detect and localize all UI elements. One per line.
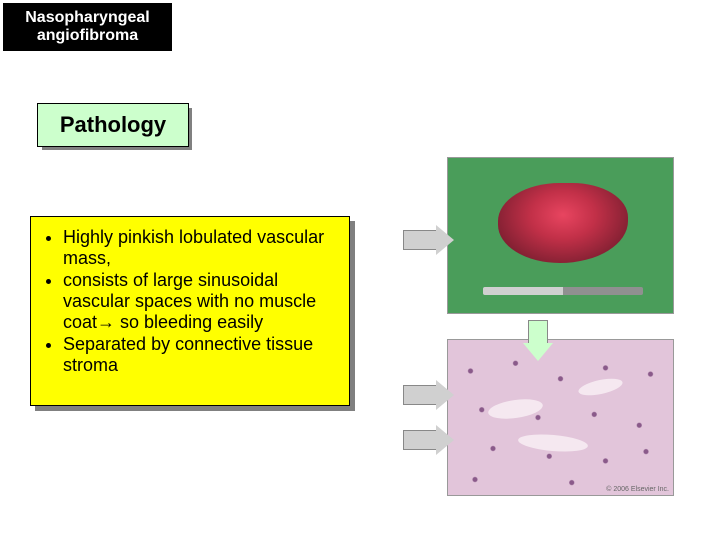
bullets-list: Highly pinkish lobulated vascular mass, … [43, 227, 337, 376]
slide-title: Nasopharyngeal angiofibroma [4, 9, 171, 46]
pointer-arrow [523, 320, 553, 361]
pointer-arrow [403, 425, 454, 455]
bullets-box: Highly pinkish lobulated vascular mass, … [30, 216, 350, 406]
gross-specimen-photo [447, 157, 674, 314]
image-copyright: © 2006 Elsevier Inc. [606, 486, 669, 493]
section-heading: Pathology [60, 112, 166, 138]
pointer-arrow [403, 380, 454, 410]
section-heading-box: Pathology [37, 103, 189, 147]
pointer-arrow [403, 225, 454, 255]
scalpel [483, 287, 643, 295]
bullet-item: consists of large sinusoidal vascular sp… [63, 270, 337, 332]
slide-title-box: Nasopharyngeal angiofibroma [3, 3, 172, 51]
bullet-item: Highly pinkish lobulated vascular mass, [63, 227, 337, 268]
histology-photo: © 2006 Elsevier Inc. [447, 339, 674, 496]
specimen-mass [498, 183, 628, 263]
bullet-item: Separated by connective tissue stroma [63, 334, 337, 375]
histology-texture [448, 340, 673, 495]
